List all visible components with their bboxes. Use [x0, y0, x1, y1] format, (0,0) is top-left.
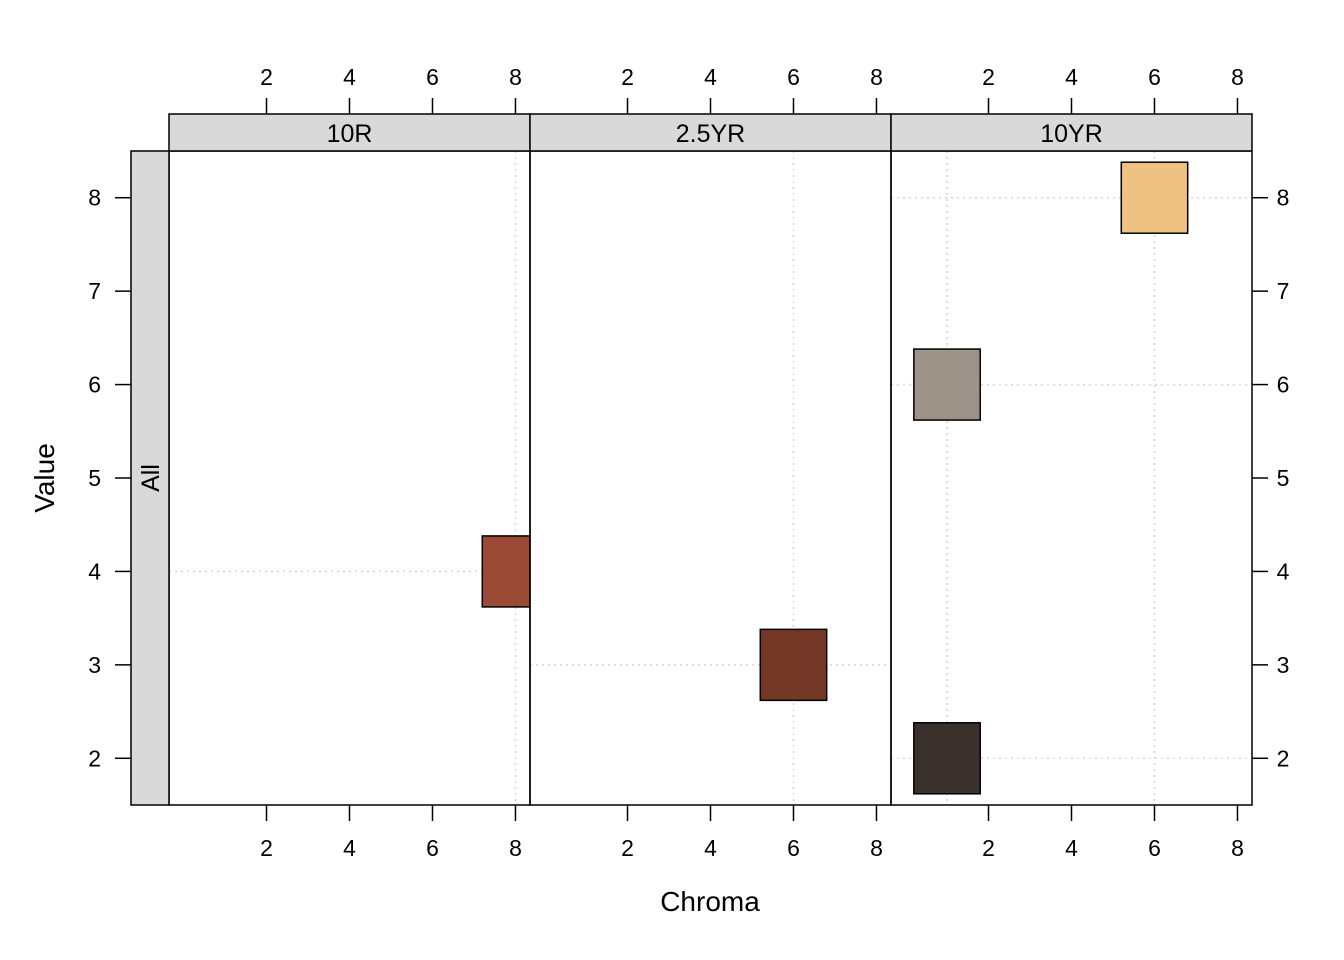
y-tick-label-left: 6 — [88, 372, 101, 398]
x-tick-label-top: 4 — [704, 64, 717, 90]
y-axis-title: Value — [29, 443, 60, 513]
panel-strip — [168, 113, 531, 152]
x-tick-label-bottom: 4 — [343, 835, 356, 861]
panel-strip — [529, 113, 892, 152]
marks-layer — [481, 161, 1189, 795]
axes-layer: 2 2 4 4 6 6 8 8 2 2 4 4 6 6 8 8 2 2 4 4 6 6 8 8 2 2 3 3 4 4 5 5 6 6 7 7 8 8 — [88, 64, 1289, 861]
grid-layer — [169, 151, 1252, 805]
y-tick-label-left: 3 — [88, 652, 101, 678]
x-tick-label-top: 6 — [787, 64, 800, 90]
panel-frame — [168, 150, 531, 806]
x-tick-label-bottom: 2 — [260, 835, 273, 861]
color-chip — [1120, 161, 1189, 234]
x-tick-label-top: 8 — [1231, 64, 1244, 90]
x-tick-label-top: 6 — [1148, 64, 1161, 90]
y-tick-label-left: 4 — [88, 558, 101, 584]
x-tick-label-top: 2 — [982, 64, 995, 90]
row-strip — [130, 150, 170, 806]
panel-frame — [890, 150, 1253, 806]
panel-strip-label: 10YR — [1040, 120, 1103, 148]
color-chip — [759, 628, 828, 702]
x-axis-title: Chroma — [660, 886, 760, 917]
y-tick-label-left: 7 — [88, 278, 101, 304]
y-tick-label-right: 2 — [1277, 745, 1290, 771]
y-tick-label-right: 4 — [1277, 558, 1290, 584]
x-tick-label-top: 2 — [260, 64, 273, 90]
x-tick-label-top: 6 — [426, 64, 439, 90]
y-tick-label-right: 5 — [1277, 465, 1290, 491]
x-tick-label-top: 4 — [1065, 64, 1078, 90]
y-tick-label-left: 8 — [88, 185, 101, 211]
panel-strip-label: 10R — [327, 120, 373, 148]
x-tick-label-bottom: 8 — [1231, 835, 1244, 861]
panel-frame — [529, 150, 892, 806]
x-tick-label-bottom: 2 — [621, 835, 634, 861]
color-chip — [913, 722, 981, 795]
x-tick-label-top: 4 — [343, 64, 356, 90]
x-tick-label-bottom: 6 — [787, 835, 800, 861]
x-tick-label-bottom: 4 — [704, 835, 717, 861]
y-tick-label-left: 5 — [88, 465, 101, 491]
x-tick-label-bottom: 4 — [1065, 835, 1078, 861]
x-tick-label-top: 8 — [870, 64, 883, 90]
x-tick-label-top: 8 — [509, 64, 522, 90]
y-tick-label-right: 3 — [1277, 652, 1290, 678]
x-tick-label-bottom: 6 — [426, 835, 439, 861]
x-tick-label-bottom: 6 — [1148, 835, 1161, 861]
panel-strip-label: 2.5YR — [676, 120, 745, 148]
x-tick-label-bottom: 8 — [870, 835, 883, 861]
y-tick-label-right: 8 — [1277, 185, 1290, 211]
y-tick-label-right: 7 — [1277, 278, 1290, 304]
row-strip-label: All — [137, 464, 165, 492]
x-tick-label-top: 2 — [621, 64, 634, 90]
x-tick-label-bottom: 2 — [982, 835, 995, 861]
y-tick-label-right: 6 — [1277, 372, 1290, 398]
panel-strip — [890, 113, 1253, 152]
color-chip — [913, 348, 981, 421]
frames-layer — [168, 150, 1253, 806]
x-tick-label-bottom: 8 — [509, 835, 522, 861]
y-tick-label-left: 2 — [88, 745, 101, 771]
strips-layer: 10R 2.5YR 10YR All — [130, 113, 1253, 806]
color-chip — [481, 535, 530, 608]
